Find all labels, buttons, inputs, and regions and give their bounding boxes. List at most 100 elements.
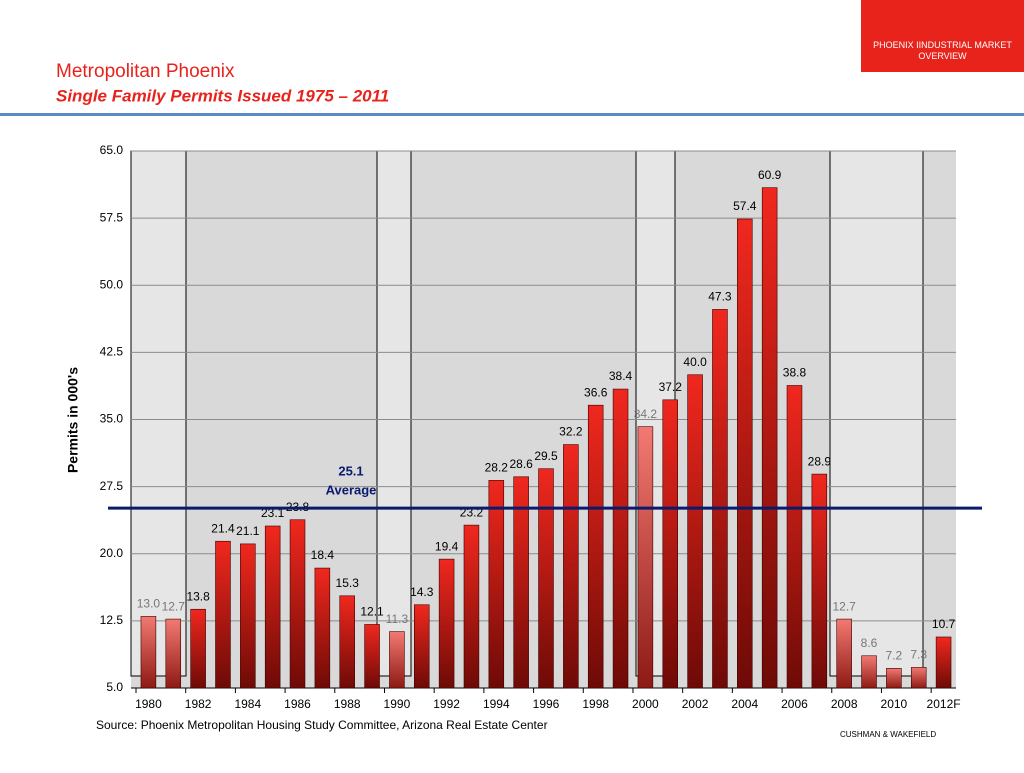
value-label: 38.8 [783,366,807,380]
bar [587,404,604,689]
value-label: 36.6 [584,385,608,399]
value-label: 12.7 [833,599,857,613]
value-label: 40.0 [683,355,707,369]
bar [886,668,902,689]
period-box [130,150,187,677]
bar [364,624,380,689]
bar [811,473,828,689]
value-label: 60.9 [758,168,782,182]
x-tick-label: 2002 [682,697,709,711]
value-label: 21.1 [236,524,260,538]
bar [240,543,256,689]
x-tick-label: 1994 [483,697,510,711]
title: Metropolitan Phoenix [56,61,235,82]
bar [289,519,306,689]
bar [389,631,405,689]
bar [513,476,529,689]
badge-box [861,0,1024,72]
x-tick-label: 2004 [731,697,758,711]
bar [910,667,927,689]
bar [488,480,505,689]
bar [538,468,554,689]
x-tick-label: 1990 [384,697,411,711]
value-label: 21.4 [211,521,235,535]
value-label: 57.4 [733,199,757,213]
x-tick-label: 1980 [135,697,162,711]
bar [563,444,579,689]
bar [761,187,778,689]
badge-wrap: PHOENIX IINDUSTRIAL MARKET OVERVIEW [873,40,1012,61]
value-label: 15.3 [336,576,360,590]
bar [339,595,355,689]
value-label: 28.2 [485,461,509,475]
y-tick-label: 65.0 [100,143,124,157]
bar [165,618,182,689]
x-tick-label: 1984 [234,697,261,711]
value-label: 12.1 [360,605,384,619]
y-tick-label: 57.5 [100,210,124,224]
subtitle: Single Family Permits Issued 1975 – 2011 [56,86,389,105]
value-label: 13.0 [137,597,161,611]
bar [935,636,952,689]
y-tick-label: 12.5 [100,613,124,627]
x-tick-label: 1988 [334,697,361,711]
y-tick-label: 5.0 [106,680,123,694]
y-tick-label: 20.0 [100,546,124,560]
y-axis-label: Permits in 000's [65,367,81,473]
period-box [829,150,924,677]
value-label: 38.4 [609,369,633,383]
bar [264,525,281,689]
value-label: 29.5 [534,449,558,463]
bar [190,608,206,689]
bar [737,218,753,689]
x-tick-label: 2000 [632,697,659,711]
value-label: 7.2 [886,648,903,662]
x-tick-label: 1998 [582,697,609,711]
bar [836,618,852,689]
average-label: Average [326,483,377,498]
bar [861,655,877,689]
value-label: 28.9 [808,454,832,468]
bar [662,399,678,689]
x-tick-label: 1982 [185,697,212,711]
y-tick-label: 50.0 [100,277,124,291]
bar [215,540,231,689]
x-tick-label: 1996 [533,697,560,711]
value-label: 7.3 [910,648,927,662]
bar [414,604,430,689]
value-label: 37.2 [659,380,683,394]
value-label: 19.4 [435,539,459,553]
x-tick-label: 2010 [881,697,908,711]
y-tick-label: 42.5 [100,345,124,359]
value-label: 18.4 [311,548,335,562]
value-label: 11.3 [386,612,409,626]
value-label: 14.3 [410,585,434,599]
bar [612,388,629,689]
source: Source: Phoenix Metropolitan Housing Stu… [96,718,548,732]
value-label: 47.3 [708,290,732,304]
bar [463,524,480,689]
bar [786,385,803,689]
footer: CUSHMAN & WAKEFIELD [840,730,936,739]
bar [438,558,455,689]
bar [712,309,728,689]
value-label: 23.1 [261,506,285,520]
y-tick-label: 35.0 [100,412,124,426]
bar [140,616,157,689]
x-tick-label: 1992 [433,697,460,711]
value-label: 32.2 [559,425,583,439]
period-box [376,150,412,677]
value-label: 12.7 [162,599,186,613]
bar [687,374,703,689]
value-label: 8.6 [861,636,878,650]
value-label: 28.6 [509,457,533,471]
x-tick-label: 2008 [831,697,858,711]
value-label: 34.2 [634,407,658,421]
bar [314,567,331,689]
badge-text: PHOENIX IINDUSTRIAL MARKET OVERVIEW [873,40,1012,61]
x-tick-label: 2012F [927,697,961,711]
bar [637,426,654,689]
x-tick-label: 1986 [284,697,311,711]
value-label: 13.8 [186,589,210,603]
y-tick-label: 27.5 [100,479,124,493]
